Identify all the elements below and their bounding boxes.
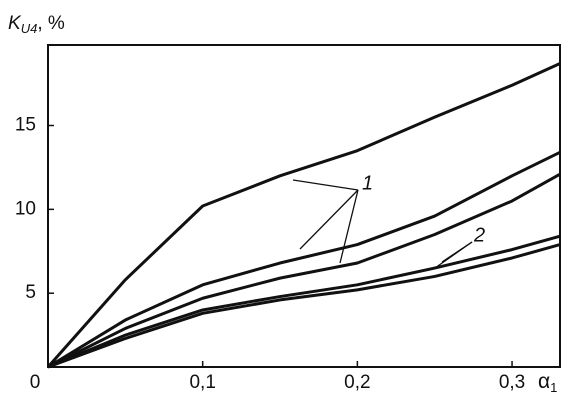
x-tick-label: 0,1 bbox=[189, 372, 215, 393]
leader-lines bbox=[292, 179, 473, 269]
y-label-sub: U4 bbox=[21, 21, 38, 36]
leader-line bbox=[441, 241, 473, 263]
leader-line bbox=[339, 189, 359, 264]
leader-line bbox=[292, 179, 359, 191]
leader-line bbox=[299, 189, 359, 250]
x-tick-label: 0,2 bbox=[344, 372, 370, 393]
line-series bbox=[47, 234, 561, 369]
y-tick-label: 10 bbox=[15, 198, 36, 219]
annotation: 1 bbox=[362, 172, 373, 194]
x-label-main: α bbox=[538, 370, 550, 393]
x-tick-label: 0,3 bbox=[499, 372, 525, 393]
x-axis-label: α1 bbox=[538, 370, 557, 396]
line-series bbox=[47, 150, 561, 369]
x-label-sub: 1 bbox=[550, 380, 557, 395]
line-series bbox=[46, 62, 561, 368]
y-label-unit: , % bbox=[37, 13, 65, 34]
x-tick-label: 0 bbox=[30, 372, 41, 393]
line-series bbox=[47, 243, 561, 369]
line-series bbox=[47, 172, 561, 369]
annotation: 2 bbox=[473, 224, 485, 246]
y-tick-label: 5 bbox=[25, 282, 36, 303]
y-axis-label: KU4, % bbox=[8, 13, 65, 36]
y-label-main: K bbox=[8, 13, 22, 34]
plot-frame bbox=[47, 44, 561, 368]
y-tick-label: 15 bbox=[15, 115, 36, 136]
